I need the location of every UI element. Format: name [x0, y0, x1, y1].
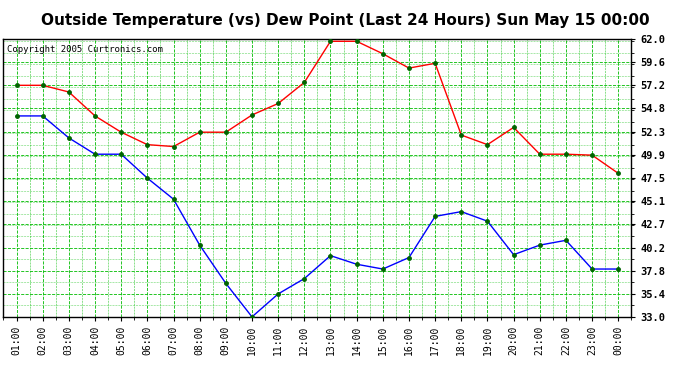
Text: Outside Temperature (vs) Dew Point (Last 24 Hours) Sun May 15 00:00: Outside Temperature (vs) Dew Point (Last…	[41, 13, 649, 28]
Text: Copyright 2005 Curtronics.com: Copyright 2005 Curtronics.com	[7, 45, 162, 54]
